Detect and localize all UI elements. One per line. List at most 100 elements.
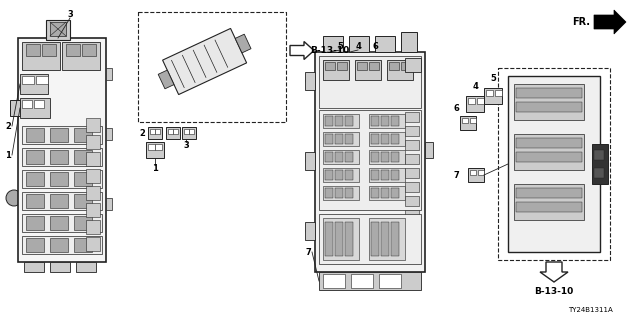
Text: 3: 3 bbox=[67, 10, 73, 19]
Bar bbox=[495, 90, 502, 96]
Text: TY24B1311A: TY24B1311A bbox=[568, 307, 612, 313]
Bar bbox=[391, 152, 399, 162]
Bar bbox=[86, 135, 100, 149]
Bar bbox=[50, 150, 68, 164]
Bar bbox=[22, 76, 34, 84]
Bar bbox=[355, 60, 381, 80]
Bar bbox=[148, 127, 162, 139]
Bar bbox=[381, 188, 389, 198]
Bar bbox=[508, 76, 600, 252]
Text: 7: 7 bbox=[453, 171, 459, 180]
Bar bbox=[381, 116, 389, 126]
Bar bbox=[369, 168, 405, 182]
Bar bbox=[315, 52, 425, 272]
Bar bbox=[405, 238, 419, 248]
Bar bbox=[462, 118, 468, 123]
Bar bbox=[86, 186, 100, 200]
Bar bbox=[148, 144, 155, 150]
Polygon shape bbox=[540, 262, 568, 282]
Bar bbox=[335, 188, 343, 198]
Bar bbox=[74, 194, 92, 208]
Bar bbox=[379, 274, 401, 288]
Bar bbox=[50, 22, 66, 36]
Bar bbox=[468, 98, 475, 104]
Bar bbox=[26, 216, 44, 230]
Text: 1: 1 bbox=[152, 164, 158, 172]
Bar bbox=[470, 170, 476, 175]
Polygon shape bbox=[290, 42, 314, 60]
Bar bbox=[319, 110, 421, 210]
Bar bbox=[389, 62, 399, 70]
Bar bbox=[405, 112, 419, 122]
Bar bbox=[345, 170, 353, 180]
Text: 3: 3 bbox=[183, 140, 189, 149]
Bar bbox=[319, 272, 421, 290]
Bar bbox=[86, 169, 100, 183]
Bar bbox=[50, 238, 68, 252]
Bar bbox=[24, 262, 44, 272]
Bar bbox=[516, 152, 582, 162]
Bar bbox=[381, 170, 389, 180]
Bar bbox=[50, 262, 70, 272]
Bar bbox=[371, 188, 379, 198]
Text: 6: 6 bbox=[372, 42, 378, 51]
Bar bbox=[82, 44, 96, 56]
Circle shape bbox=[306, 77, 314, 85]
Bar bbox=[74, 128, 92, 142]
Bar bbox=[401, 62, 411, 70]
Bar bbox=[74, 172, 92, 186]
Bar bbox=[381, 152, 389, 162]
Bar bbox=[305, 152, 315, 170]
Bar bbox=[22, 126, 102, 144]
Text: 5: 5 bbox=[337, 42, 343, 51]
Bar bbox=[20, 74, 48, 94]
Bar bbox=[86, 220, 100, 234]
Bar bbox=[22, 214, 102, 232]
Bar bbox=[405, 196, 419, 206]
Bar bbox=[26, 194, 44, 208]
Text: 2: 2 bbox=[5, 122, 11, 131]
Bar bbox=[166, 127, 180, 139]
Bar bbox=[369, 150, 405, 164]
Bar bbox=[381, 222, 389, 256]
Bar bbox=[325, 62, 335, 70]
Bar bbox=[319, 214, 421, 264]
Text: 2: 2 bbox=[139, 129, 145, 138]
Bar bbox=[514, 134, 584, 170]
Bar bbox=[150, 129, 155, 134]
Bar bbox=[62, 42, 100, 70]
Bar bbox=[369, 186, 405, 200]
Bar bbox=[182, 127, 196, 139]
Bar bbox=[155, 144, 162, 150]
Bar bbox=[323, 274, 345, 288]
Bar bbox=[22, 100, 32, 108]
Bar bbox=[305, 72, 315, 90]
Bar bbox=[323, 218, 359, 260]
Bar bbox=[189, 129, 194, 134]
Bar bbox=[106, 128, 112, 140]
Bar bbox=[319, 56, 421, 108]
Bar bbox=[323, 150, 359, 164]
Bar bbox=[86, 237, 100, 251]
Bar bbox=[86, 152, 100, 166]
Bar bbox=[106, 68, 112, 80]
Bar bbox=[468, 168, 484, 182]
Bar bbox=[34, 100, 44, 108]
Bar bbox=[477, 98, 484, 104]
Bar bbox=[42, 44, 56, 56]
Bar bbox=[349, 36, 369, 52]
Bar bbox=[516, 88, 582, 98]
Text: B-13-10: B-13-10 bbox=[310, 46, 349, 55]
Bar bbox=[325, 152, 333, 162]
Bar bbox=[514, 84, 584, 120]
Bar bbox=[371, 170, 379, 180]
Bar bbox=[323, 168, 359, 182]
Text: 6: 6 bbox=[453, 103, 459, 113]
Bar bbox=[86, 118, 100, 132]
Bar bbox=[391, 170, 399, 180]
Bar bbox=[22, 192, 102, 210]
Bar bbox=[46, 20, 70, 40]
Bar bbox=[74, 238, 92, 252]
Bar bbox=[345, 134, 353, 144]
Bar bbox=[335, 116, 343, 126]
